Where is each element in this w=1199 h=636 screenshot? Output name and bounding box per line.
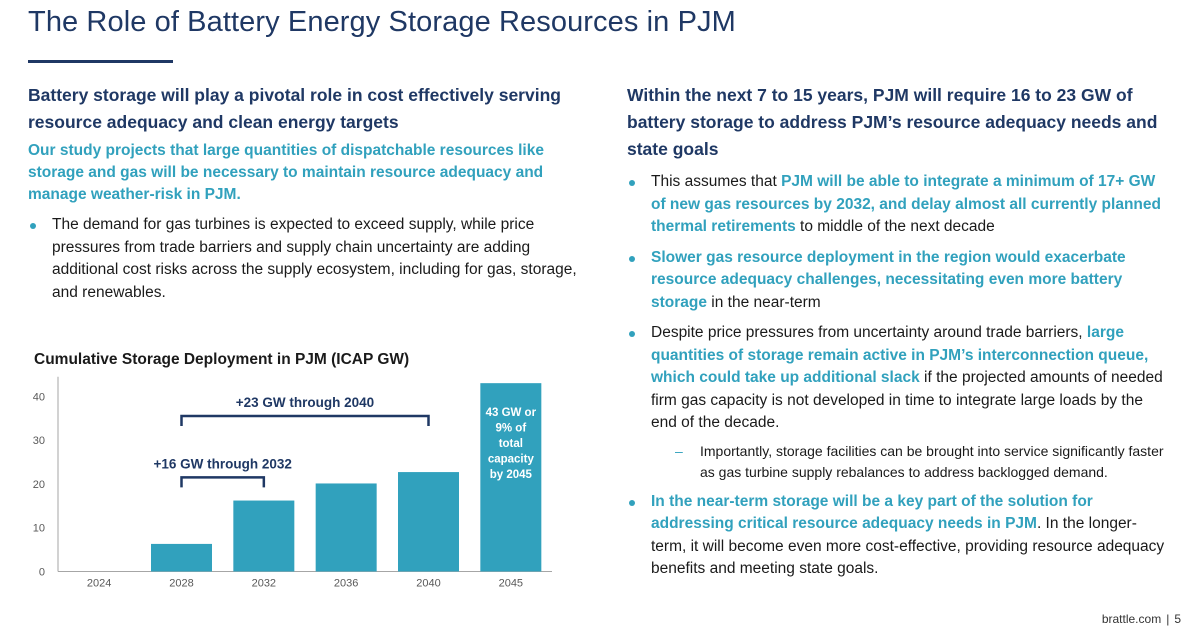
bullet-dot-icon [30, 223, 36, 229]
bullet-text-post: in the near-term [707, 293, 821, 311]
x-tick-label: 2036 [334, 578, 358, 590]
x-tick-label: 2028 [169, 578, 193, 590]
bullet-highlight: large quantities of storage remain activ… [651, 324, 1149, 386]
bullet-dot-icon [629, 180, 635, 186]
left-heading: Battery storage will play a pivotal role… [28, 85, 561, 132]
bar-2036 [315, 483, 377, 572]
list-item: In the near-term storage will be a key p… [627, 491, 1167, 581]
chart-title: Cumulative Storage Deployment in PJM (IC… [34, 351, 410, 368]
list-item: The demand for gas turbines is expected … [28, 214, 588, 304]
bar-2045 [480, 383, 542, 572]
sub-bullet: – Importantly, storage facilities can be… [651, 441, 1167, 483]
range-2032-label: +16 GW through 2032 [153, 456, 291, 471]
y-tick-label: 20 [33, 479, 45, 491]
title-underline [28, 60, 173, 63]
x-tick-label: 2040 [416, 578, 440, 590]
right-bullets: This assumes that PJM will be able to in… [627, 171, 1167, 581]
left-column: Battery storage will play a pivotal role… [28, 82, 588, 304]
y-tick-label: 10 [33, 523, 45, 535]
right-column: Within the next 7 to 15 years, PJM will … [627, 82, 1167, 581]
dash-icon: – [675, 442, 683, 459]
left-subheading: Our study projects that large quantities… [28, 142, 544, 203]
page-number: 5 [1174, 612, 1181, 626]
last-bar-annotation-line: by 2045 [490, 469, 533, 481]
last-bar-annotation-line: 9% of [495, 423, 526, 435]
bullet-dot-icon [629, 255, 635, 262]
footer-separator: | [1166, 612, 1170, 626]
storage-deployment-chart: 0 10 20 30 40 2024 2028 2032 2036 2040 2045 +23 GW … [33, 376, 552, 590]
bullet-highlight: In the near-term storage will be a key p… [651, 492, 1093, 533]
y-tick-label: 0 [39, 567, 45, 579]
bar-2028 [151, 543, 212, 572]
last-bar-annotation-line: total [499, 438, 523, 450]
sub-bullet-text: Importantly, storage facilities can be b… [700, 442, 1164, 480]
x-tick-label: 2032 [252, 578, 276, 590]
right-heading: Within the next 7 to 15 years, PJM will … [627, 85, 1158, 159]
footer-site: brattle.com [1101, 612, 1162, 626]
x-tick-label: 2045 [499, 578, 523, 590]
bullet-text-post: . In the longer-term, it will become eve… [651, 515, 1165, 577]
y-tick-label: 40 [33, 391, 45, 403]
footer: brattle.com | 5 [1102, 612, 1181, 626]
bullet-text-pre: Despite price pressures from uncertainty… [651, 324, 1087, 341]
list-item: This assumes that PJM will be able to in… [627, 171, 1167, 239]
bullet-text-post: if the projected amounts of needed firm … [651, 369, 1163, 431]
range-2032-bracket [180, 476, 266, 488]
last-bar-annotation-line: 43 GW or [486, 407, 537, 419]
bullet-text-pre: This assumes that [651, 173, 782, 190]
bullet-dot-icon [629, 499, 635, 506]
bullet-highlight: Slower gas resource deployment in the re… [651, 248, 1126, 311]
range-2040-bracket [180, 414, 430, 427]
slide-title: The Role of Battery Energy Storage Resou… [28, 6, 736, 38]
last-bar-annotation-line: capacity [488, 454, 535, 466]
list-item: Despite price pressures from uncertainty… [627, 322, 1167, 483]
bar-2032 [233, 500, 295, 572]
bullet-highlight: PJM will be able to integrate a minimum … [651, 173, 1161, 235]
list-item: Slower gas resource deployment in the re… [627, 247, 1167, 315]
bullet-text: The demand for gas turbines is expected … [52, 216, 577, 301]
y-tick-label: 30 [33, 435, 45, 447]
bar-2040 [398, 472, 459, 572]
bullet-dot-icon [629, 331, 635, 337]
left-bullets: The demand for gas turbines is expected … [28, 214, 588, 304]
bullet-text-post: to middle of the next decade [795, 218, 995, 235]
x-tick-label: 2024 [87, 578, 111, 590]
range-2040-label: +23 GW through 2040 [236, 395, 374, 410]
